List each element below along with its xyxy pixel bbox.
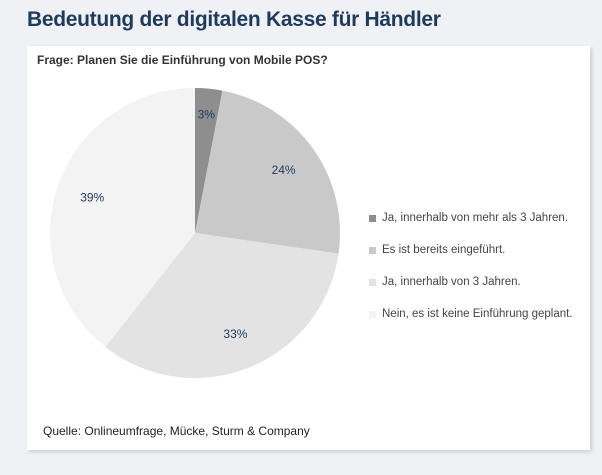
legend-label: Ja, innerhalb von 3 Jahren.	[382, 276, 521, 288]
legend-label: Nein, es ist keine Einführung geplant.	[382, 308, 573, 320]
legend-swatch	[369, 278, 376, 286]
legend-swatch	[369, 214, 376, 222]
chart-card: 3% 24% 33% 39% Frage: Planen Sie die Einfüh…	[27, 46, 590, 450]
pie-slice	[195, 88, 223, 233]
legend-label: Es ist bereits eingeführt.	[382, 244, 506, 256]
legend-item: Es ist bereits eingeführt.	[369, 234, 573, 266]
pie-slice	[195, 90, 340, 254]
pie-slice	[105, 233, 339, 378]
legend-item: Ja, innerhalb von 3 Jahren.	[369, 266, 573, 298]
data-label: 24%	[272, 163, 296, 177]
source-note: Quelle: Onlineumfrage, Mücke, Sturm & Co…	[43, 424, 310, 438]
legend-swatch	[369, 246, 376, 254]
legend-item: Ja, innerhalb von mehr als 3 Jahren.	[369, 202, 573, 234]
pie-chart: 3% 24% 33% 39%	[50, 88, 340, 378]
chart-question: Frage: Planen Sie die Einführung von Mob…	[37, 53, 328, 67]
data-label: 33%	[223, 327, 247, 341]
pie-slice	[50, 88, 195, 347]
data-label: 3%	[198, 108, 216, 122]
page-title: Bedeutung der digitalen Kasse für Händle…	[27, 8, 441, 31]
legend: Ja, innerhalb von mehr als 3 Jahren. Es i…	[369, 202, 573, 330]
legend-label: Ja, innerhalb von mehr als 3 Jahren.	[382, 212, 569, 224]
legend-swatch	[369, 310, 376, 318]
data-label: 39%	[80, 190, 104, 204]
legend-item: Nein, es ist keine Einführung geplant.	[369, 298, 573, 330]
